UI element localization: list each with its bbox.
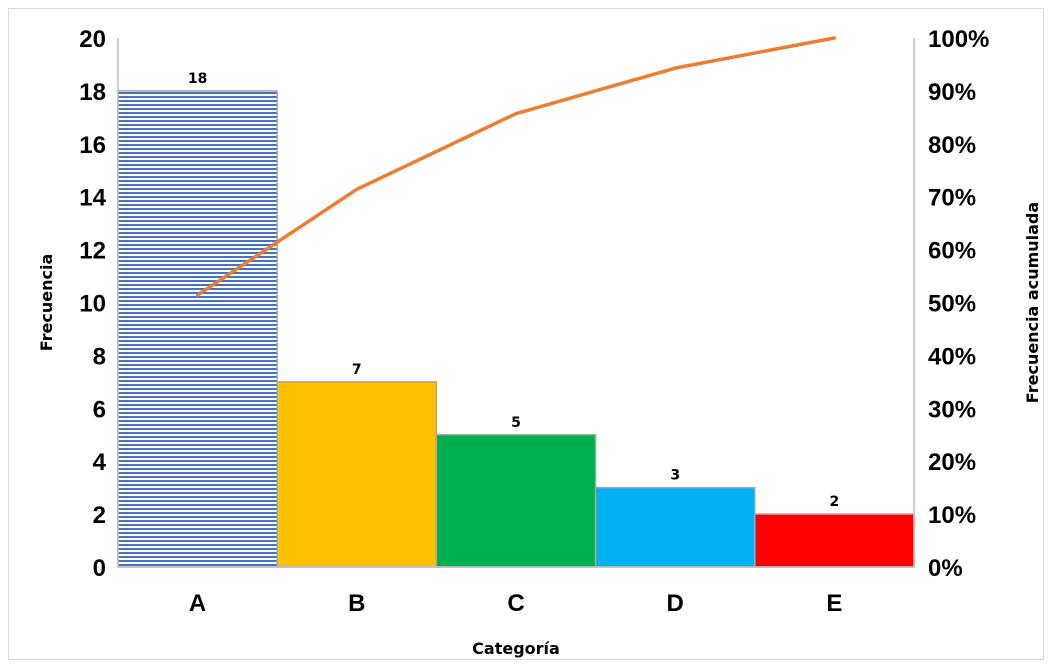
data-label-A: 18: [188, 71, 207, 87]
data-label-D: 3: [670, 468, 680, 484]
ticks-layer: A B C D E 0 2 4 6 8 10 12 14 16 18 20 0% 10% 20% 30% 40% 50% 6…: [79, 26, 989, 617]
data-label-E: 2: [830, 494, 840, 510]
y2-tick-100%: 100%: [928, 26, 989, 53]
y2-tick-60%: 60%: [928, 238, 976, 265]
y-tick-12: 12: [79, 238, 106, 265]
y2-tick-70%: 70%: [928, 185, 976, 212]
y2-tick-80%: 80%: [928, 132, 976, 159]
y-tick-2: 2: [93, 502, 106, 529]
x-tick-D: D: [667, 590, 684, 617]
y-tick-18: 18: [79, 79, 106, 106]
bar-B: [276, 381, 438, 568]
y2-axis-title: Frecuencia acumulada: [1023, 202, 1042, 403]
x-tick-A: A: [189, 590, 206, 617]
y2-tick-90%: 90%: [928, 79, 976, 106]
x-tick-E: E: [826, 590, 842, 617]
bar-E: [754, 513, 915, 568]
y-tick-14: 14: [79, 185, 106, 212]
y2-tick-0%: 0%: [928, 555, 963, 582]
y-tick-0: 0: [93, 555, 106, 582]
bar-A: [117, 90, 278, 568]
cumulative-frequency-line: [195, 36, 837, 297]
y-tick-6: 6: [93, 396, 106, 423]
y-tick-16: 16: [79, 132, 106, 159]
chart-frame: [8, 8, 1044, 660]
data-label-C: 5: [511, 415, 521, 431]
data-label-B: 7: [352, 362, 362, 378]
x-tick-B: B: [348, 590, 365, 617]
axes-layer: [117, 38, 915, 568]
y2-tick-50%: 50%: [928, 291, 976, 318]
cumulative-line-layer: [195, 36, 837, 297]
y2-tick-20%: 20%: [928, 449, 976, 476]
x-axis-title: Categoría: [472, 639, 560, 658]
y2-tick-10%: 10%: [928, 502, 976, 529]
y-tick-20: 20: [79, 26, 106, 53]
y-tick-10: 10: [79, 291, 106, 318]
y-tick-8: 8: [93, 343, 106, 370]
bar-C: [435, 434, 597, 568]
bar-D: [594, 486, 756, 568]
y2-tick-40%: 40%: [928, 343, 976, 370]
bars-layer: [117, 90, 915, 568]
y-tick-4: 4: [93, 449, 107, 476]
y-axis-title: Frecuencia: [37, 254, 56, 352]
data-labels-layer: 18 7 5 3 2: [188, 71, 839, 510]
x-tick-C: C: [507, 590, 524, 617]
y2-tick-30%: 30%: [928, 396, 976, 423]
